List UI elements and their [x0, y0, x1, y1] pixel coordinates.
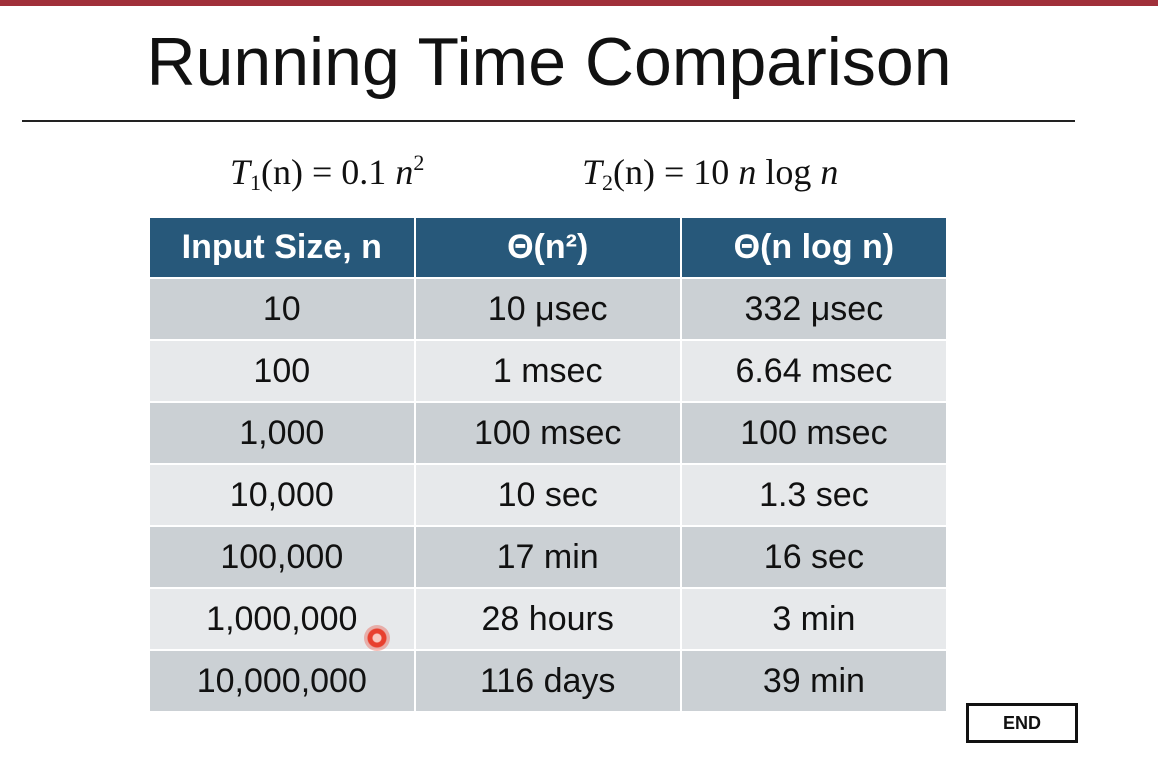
formula-t2-arg: (n) = 10 [613, 152, 739, 192]
formula-t1-arg: (n) = 0.1 [261, 152, 396, 192]
cell-n-log-n: 100 msec [680, 402, 946, 465]
table-header-row: Input Size, n Θ(n²) Θ(n log n) [150, 218, 946, 279]
cell-input-size: 100,000 [150, 526, 416, 589]
cell-n-squared: 100 msec [414, 402, 682, 465]
header-theta-n-squared: Θ(n²) [414, 218, 682, 279]
cell-n-log-n: 39 min [680, 650, 946, 713]
cell-input-size: 10,000 [150, 464, 416, 527]
header-theta-n-log-n: Θ(n log n) [680, 218, 946, 279]
cell-n-log-n: 3 min [680, 588, 946, 651]
formula-t2-sub: 2 [602, 170, 614, 195]
table-row: 100 1 msec 6.64 msec [150, 340, 946, 403]
formula-t1-sup: 2 [413, 150, 425, 175]
table-row: 100,000 17 min 16 sec [150, 526, 946, 589]
formula-t1-var: n [395, 152, 414, 192]
end-button[interactable]: END [966, 703, 1078, 743]
formula-t2: T2(n) = 10 n log n [582, 150, 838, 205]
table-row: 1,000 100 msec 100 msec [150, 402, 946, 465]
cell-input-size: 100 [150, 340, 416, 403]
cell-n-squared: 10 sec [414, 464, 682, 527]
cell-n-log-n: 1.3 sec [680, 464, 946, 527]
pointer-cursor-icon [364, 625, 390, 651]
top-accent-bar [0, 0, 1158, 6]
cell-n-log-n: 16 sec [680, 526, 946, 589]
cell-n-squared: 28 hours [414, 588, 682, 651]
table-row: 10,000 10 sec 1.3 sec [150, 464, 946, 527]
slide-title: Running Time Comparison [146, 24, 952, 100]
running-time-table: Input Size, n Θ(n²) Θ(n log n) 10 10 μse… [150, 218, 946, 713]
cell-n-squared: 1 msec [414, 340, 682, 403]
formula-t1-sub: 1 [250, 170, 262, 195]
cell-n-log-n: 332 μsec [680, 278, 946, 341]
title-divider [22, 120, 1075, 122]
header-input-size: Input Size, n [150, 218, 416, 279]
cell-n-squared: 10 μsec [414, 278, 682, 341]
formula-t2-var: n [738, 152, 757, 192]
cell-input-size: 10,000,000 [150, 650, 416, 713]
cell-n-log-n: 6.64 msec [680, 340, 946, 403]
table-row: 10 10 μsec 332 μsec [150, 278, 946, 341]
formula-t2-lhs: T [582, 152, 603, 192]
formula-t2-mid: log [756, 152, 821, 192]
cell-input-size: 1,000 [150, 402, 416, 465]
cell-n-squared: 116 days [414, 650, 682, 713]
table-row: 10,000,000 116 days 39 min [150, 650, 946, 713]
table-row: 1,000,000 28 hours 3 min [150, 588, 946, 651]
formula-t2-var2: n [820, 152, 839, 192]
formula-t1: T1(n) = 0.1 n2 [230, 150, 424, 205]
formula-t1-lhs: T [230, 152, 251, 192]
cell-n-squared: 17 min [414, 526, 682, 589]
cell-input-size: 10 [150, 278, 416, 341]
